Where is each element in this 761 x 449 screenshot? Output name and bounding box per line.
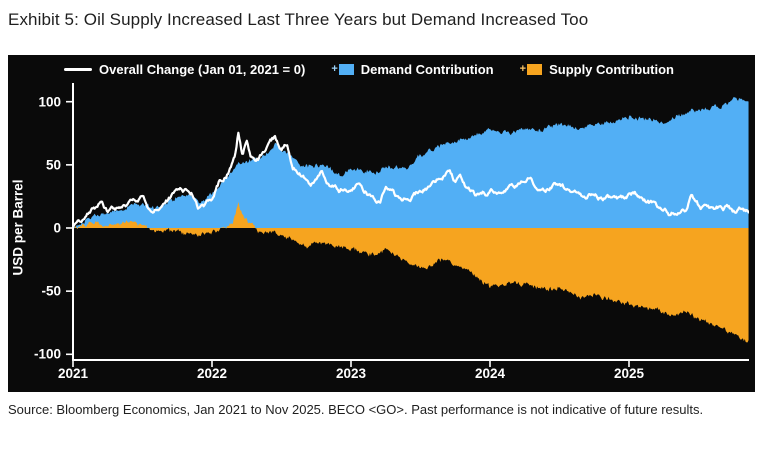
x-tick-2025: 2025 xyxy=(613,366,645,381)
legend-label-supply: Supply Contribution xyxy=(549,62,674,77)
y-tick-50: 50 xyxy=(45,157,61,173)
legend-label-demand: Demand Contribution xyxy=(360,62,494,77)
y-tick-neg50: -50 xyxy=(41,283,61,299)
x-tick-2024: 2024 xyxy=(474,366,506,381)
legend-item-overall-change: Overall Change (Jan 01, 2021 = 0) xyxy=(64,62,305,77)
demand-swatch-icon: + xyxy=(331,64,354,75)
x-tick-2022: 2022 xyxy=(196,366,228,381)
x-tick-2021: 2021 xyxy=(57,366,89,381)
oil-supply-demand-area-chart xyxy=(8,55,755,392)
chart-panel: Overall Change (Jan 01, 2021 = 0) + Dema… xyxy=(8,55,755,392)
y-tick-0: 0 xyxy=(53,220,61,236)
legend-item-supply: + Supply Contribution xyxy=(520,62,674,77)
chart-legend: Overall Change (Jan 01, 2021 = 0) + Dema… xyxy=(64,62,674,77)
legend-item-demand: + Demand Contribution xyxy=(331,62,493,77)
y-tick-neg100: -100 xyxy=(33,346,61,362)
x-tick-2023: 2023 xyxy=(335,366,367,381)
overall-line-swatch-icon xyxy=(64,68,92,71)
page-title: Exhibit 5: Oil Supply Increased Last Thr… xyxy=(8,10,589,29)
legend-label-overall: Overall Change (Jan 01, 2021 = 0) xyxy=(99,62,306,77)
supply-swatch-icon: + xyxy=(520,64,543,75)
source-note: Source: Bloomberg Economics, Jan 2021 to… xyxy=(8,402,704,417)
y-tick-100: 100 xyxy=(38,94,61,110)
